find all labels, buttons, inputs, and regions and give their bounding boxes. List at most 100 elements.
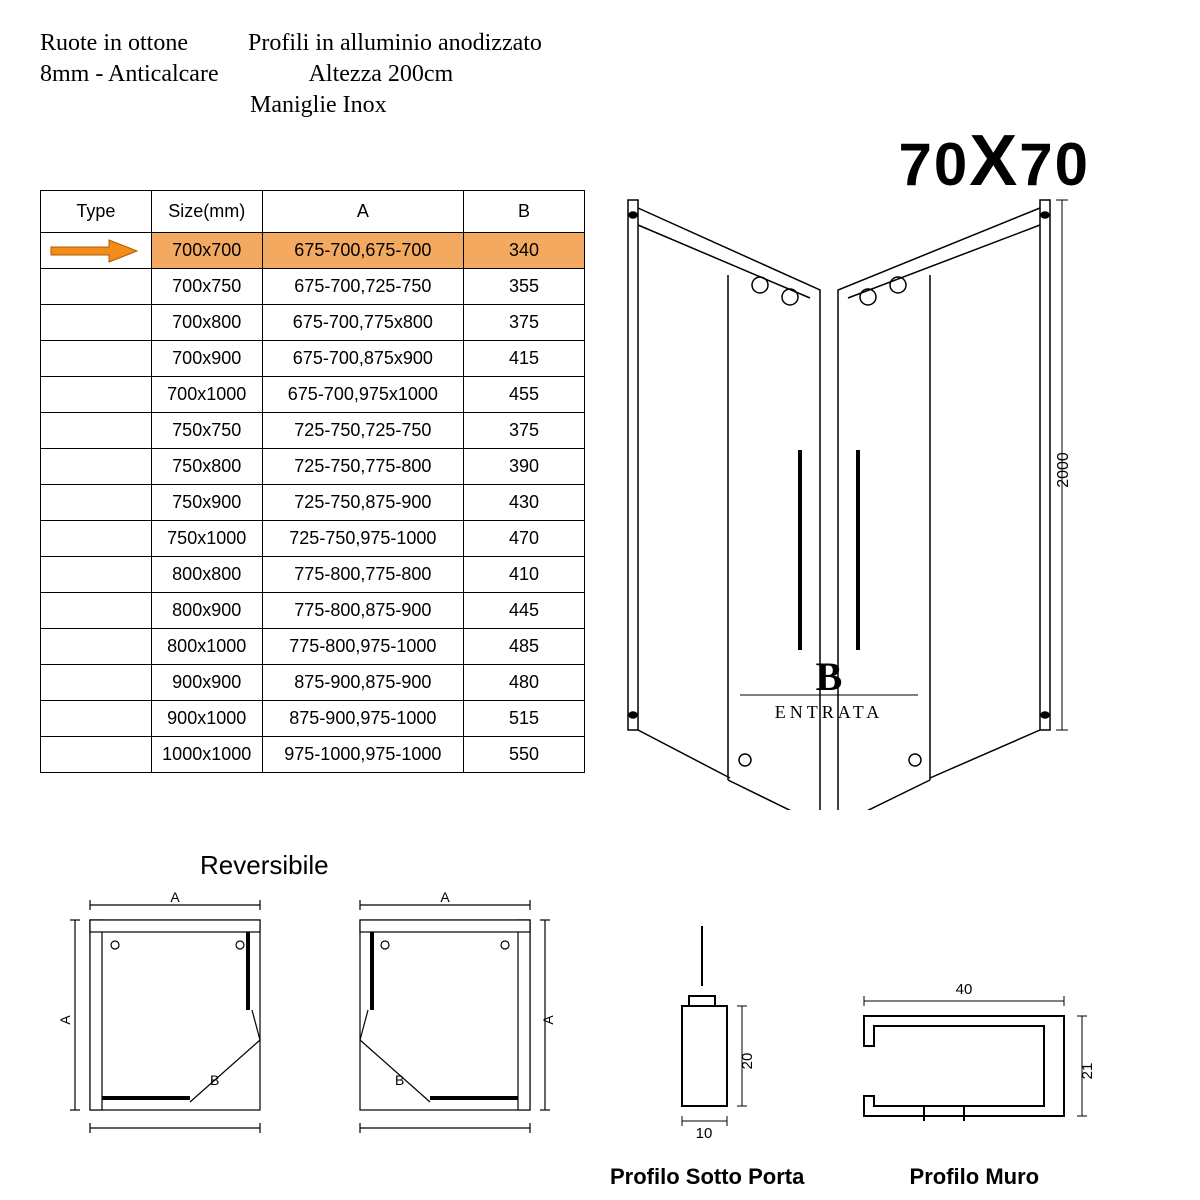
cell-type <box>41 521 152 557</box>
cell-size: 700x900 <box>151 341 262 377</box>
cell-size: 800x1000 <box>151 629 262 665</box>
cell-type <box>41 629 152 665</box>
table-row: 700x750675-700,725-750355 <box>41 269 585 305</box>
plan-a-left: A <box>60 1015 73 1025</box>
table-row: 800x800775-800,775-800410 <box>41 557 585 593</box>
sotto-porta-w: 10 <box>696 1125 713 1142</box>
cell-b: 550 <box>464 737 585 773</box>
plan-a-top-r: A <box>440 890 450 905</box>
cell-type <box>41 269 152 305</box>
cell-a: 675-700,725-750 <box>262 269 463 305</box>
header-line2-right: Altezza 200cm <box>309 61 454 88</box>
cell-b: 340 <box>464 233 585 269</box>
table-row: 1000x1000975-1000,975-1000550 <box>41 737 585 773</box>
cell-b: 470 <box>464 521 585 557</box>
cell-type <box>41 449 152 485</box>
cell-type <box>41 305 152 341</box>
cell-b: 485 <box>464 629 585 665</box>
height-dimension-label: 2000 <box>1055 452 1070 488</box>
profile-sotto-porta: 20 10 Profilo Sotto Porta <box>610 926 804 1190</box>
size-title-x: X <box>969 121 1019 201</box>
cell-b: 445 <box>464 593 585 629</box>
cell-size: 900x900 <box>151 665 262 701</box>
table-row: 750x750725-750,725-750375 <box>41 413 585 449</box>
table-row: 700x700675-700,675-700340 <box>41 233 585 269</box>
cell-a: 875-900,975-1000 <box>262 701 463 737</box>
cell-size: 1000x1000 <box>151 737 262 773</box>
cell-a: 725-750,775-800 <box>262 449 463 485</box>
header-line1-left: Ruote in ottone <box>40 30 188 57</box>
sizes-table: Type Size(mm) A B 700x700675-700,675-700… <box>40 190 585 773</box>
th-b: B <box>464 191 585 233</box>
cell-size: 700x700 <box>151 233 262 269</box>
header-line2-left: 8mm - Anticalcare <box>40 61 219 88</box>
cell-a: 775-800,875-900 <box>262 593 463 629</box>
cell-b: 375 <box>464 305 585 341</box>
sotto-porta-label: Profilo Sotto Porta <box>610 1164 804 1190</box>
cell-type <box>41 737 152 773</box>
cell-type <box>41 341 152 377</box>
size-title-right: 70 <box>1019 131 1090 198</box>
cell-a: 875-900,875-900 <box>262 665 463 701</box>
cell-a: 675-700,875x900 <box>262 341 463 377</box>
entrata-b-label: B <box>816 654 843 699</box>
th-size: Size(mm) <box>151 191 262 233</box>
cell-size: 750x800 <box>151 449 262 485</box>
table-row: 750x1000725-750,975-1000470 <box>41 521 585 557</box>
plan-a-top: A <box>170 890 180 905</box>
plan-b: B <box>210 1072 219 1088</box>
cell-a: 725-750,875-900 <box>262 485 463 521</box>
profile-muro: 40 21 Profilo Muro <box>844 966 1104 1190</box>
cell-size: 750x1000 <box>151 521 262 557</box>
cell-type <box>41 665 152 701</box>
cell-a: 675-700,775x800 <box>262 305 463 341</box>
cell-size: 750x900 <box>151 485 262 521</box>
cell-a: 725-750,725-750 <box>262 413 463 449</box>
cell-size: 800x800 <box>151 557 262 593</box>
cell-size: 900x1000 <box>151 701 262 737</box>
cell-size: 700x1000 <box>151 377 262 413</box>
plan-b-r: B <box>395 1072 404 1088</box>
cell-size: 800x900 <box>151 593 262 629</box>
cell-b: 410 <box>464 557 585 593</box>
cell-size: 700x800 <box>151 305 262 341</box>
sotto-porta-h: 20 <box>739 1053 756 1070</box>
cell-b: 390 <box>464 449 585 485</box>
cell-type <box>41 377 152 413</box>
table-row: 750x800725-750,775-800390 <box>41 449 585 485</box>
cell-a: 775-800,775-800 <box>262 557 463 593</box>
plan-diagram-left: A A B <box>60 890 280 1140</box>
cell-type <box>41 593 152 629</box>
plan-a-right: A <box>540 1015 556 1025</box>
th-type: Type <box>41 191 152 233</box>
table-row: 750x900725-750,875-900430 <box>41 485 585 521</box>
plan-diagram-right: A A B <box>340 890 560 1140</box>
muro-label: Profilo Muro <box>910 1164 1040 1190</box>
cell-b: 515 <box>464 701 585 737</box>
header-text-block: Ruote in ottone Profili in alluminio ano… <box>40 30 1160 119</box>
cell-b: 430 <box>464 485 585 521</box>
cell-b: 415 <box>464 341 585 377</box>
cell-size: 750x750 <box>151 413 262 449</box>
cell-size: 700x750 <box>151 269 262 305</box>
header-line1-right: Profili in alluminio anodizzato <box>248 30 542 57</box>
profile-sections: 20 10 Profilo Sotto Porta 40 21 Profilo … <box>610 910 1170 1190</box>
cell-a: 675-700,675-700 <box>262 233 463 269</box>
cell-a: 725-750,975-1000 <box>262 521 463 557</box>
cell-type <box>41 485 152 521</box>
plan-diagrams: A A B <box>40 890 580 1170</box>
table-row: 900x1000875-900,975-1000515 <box>41 701 585 737</box>
cell-type <box>41 413 152 449</box>
table-row: 900x900875-900,875-900480 <box>41 665 585 701</box>
cell-type <box>41 557 152 593</box>
cell-b: 480 <box>464 665 585 701</box>
cell-a: 675-700,975x1000 <box>262 377 463 413</box>
cell-b: 355 <box>464 269 585 305</box>
table-row: 700x1000675-700,975x1000455 <box>41 377 585 413</box>
muro-h: 21 <box>1079 1063 1096 1080</box>
cell-b: 455 <box>464 377 585 413</box>
cell-a: 975-1000,975-1000 <box>262 737 463 773</box>
arrow-icon <box>49 237 139 265</box>
table-row: 700x900675-700,875x900415 <box>41 341 585 377</box>
header-line3: Maniglie Inox <box>250 92 387 118</box>
